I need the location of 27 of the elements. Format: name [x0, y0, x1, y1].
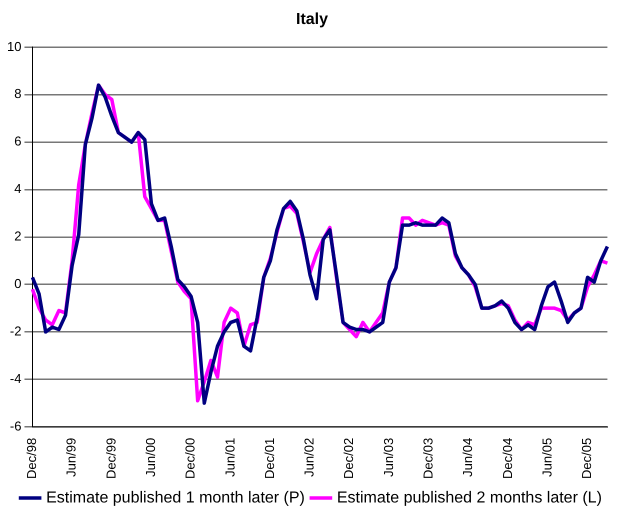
y-tick-label: 6	[14, 134, 22, 149]
y-tick-label: -2	[10, 323, 22, 338]
x-tick-label: Dec/00	[182, 438, 198, 480]
y-tick-label: 2	[14, 228, 22, 244]
y-tick-label: -6	[10, 418, 22, 434]
x-tick-label: Jun/05	[540, 438, 554, 477]
y-tick-label: 10	[6, 38, 22, 54]
x-tick-label: Dec/98	[24, 438, 40, 480]
legend-label: Estimate published 2 months later (L)	[336, 489, 602, 506]
chart-title: Italy	[296, 11, 328, 28]
y-tick-label: 8	[14, 86, 22, 102]
x-tick-label: Jun/01	[222, 438, 238, 477]
x-tick-label: Dec/03	[420, 438, 436, 480]
x-tick-label: Jun/00	[142, 438, 158, 477]
x-tick-label: Jun/99	[64, 438, 79, 477]
y-tick-label: -4	[10, 370, 22, 386]
x-tick-label: Dec/01	[262, 438, 277, 480]
x-tick-label: Dec/04	[500, 438, 515, 480]
legend-label: Estimate published 1 month later (P)	[46, 489, 305, 506]
x-tick-label: Jun/03	[380, 438, 396, 477]
x-tick-label: Dec/05	[579, 438, 594, 480]
x-tick-label: Dec/02	[341, 438, 356, 480]
x-tick-label: Jun/04	[460, 438, 476, 477]
x-tick-label: Dec/99	[103, 438, 118, 480]
x-tick-label: Jun/02	[302, 438, 317, 477]
y-tick-label: 4	[14, 181, 22, 196]
y-tick-label: 0	[14, 276, 22, 292]
